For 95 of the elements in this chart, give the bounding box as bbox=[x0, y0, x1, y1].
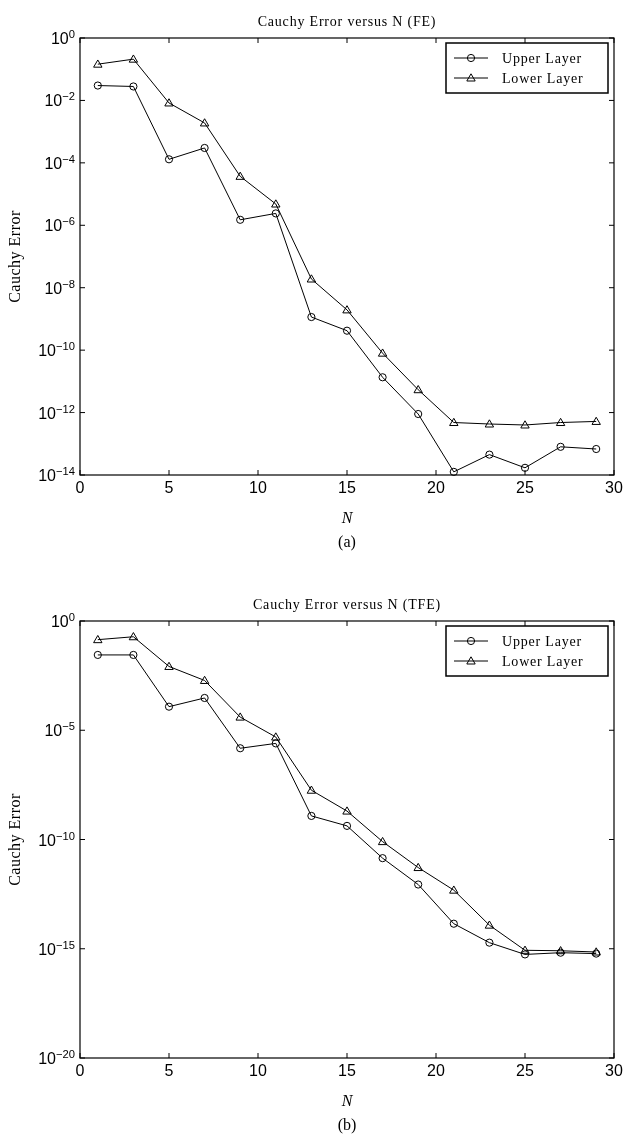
point bbox=[306, 274, 317, 283]
y-tick-label: 10$^{0}$ bbox=[50, 28, 75, 47]
x-tick-label: 25 bbox=[516, 1062, 534, 1079]
x-tick-label: 15 bbox=[338, 1062, 356, 1079]
point bbox=[377, 836, 388, 846]
point bbox=[236, 744, 245, 753]
y-tick-label: 10$^{−12}$ bbox=[38, 402, 75, 422]
x-tick-label: 25 bbox=[516, 479, 534, 496]
x-axis-title: N bbox=[340, 1092, 354, 1109]
point bbox=[200, 143, 209, 153]
point bbox=[449, 467, 458, 476]
point bbox=[414, 880, 423, 889]
y-tick-label: 10$^{−5}$ bbox=[44, 720, 75, 740]
point bbox=[271, 199, 281, 208]
y-tick-label: 10$^{0}$ bbox=[50, 611, 75, 630]
point bbox=[93, 81, 102, 90]
point bbox=[199, 118, 210, 127]
y-tick-label: 10$^{−4}$ bbox=[44, 152, 75, 172]
point bbox=[271, 739, 280, 748]
x-tick-label: 0 bbox=[75, 479, 85, 496]
point bbox=[128, 632, 139, 641]
chart-title: Cauchy Error versus N (TFE) bbox=[252, 597, 442, 613]
x-tick-label: 5 bbox=[164, 479, 174, 496]
point bbox=[520, 945, 530, 954]
y-tick-label: 10$^{−14}$ bbox=[38, 465, 75, 484]
y-axis-title: Cauchy Error bbox=[6, 793, 24, 886]
x-tick-label: 30 bbox=[605, 1062, 623, 1079]
x-tick-label: 10 bbox=[249, 1062, 267, 1079]
point bbox=[342, 305, 352, 314]
legend-label: Upper Layer bbox=[502, 51, 582, 66]
x-tick-label: 15 bbox=[338, 479, 356, 496]
point bbox=[342, 821, 352, 830]
y-tick-label: 10$^{−15}$ bbox=[38, 938, 75, 958]
x-tick-label: 30 bbox=[605, 479, 623, 496]
point bbox=[449, 919, 458, 928]
point bbox=[556, 442, 565, 451]
point bbox=[414, 409, 423, 419]
point bbox=[93, 650, 102, 660]
point bbox=[484, 920, 495, 929]
point bbox=[307, 312, 316, 322]
x-tick-label: 10 bbox=[249, 479, 267, 496]
text: (a) bbox=[338, 533, 356, 551]
point bbox=[342, 806, 352, 815]
point bbox=[129, 650, 138, 660]
point bbox=[164, 98, 174, 107]
x-tick-label: 0 bbox=[75, 1062, 85, 1079]
point bbox=[377, 348, 388, 357]
chart-title: Cauchy Error versus N (FE) bbox=[257, 14, 437, 30]
point bbox=[128, 54, 139, 63]
point bbox=[413, 862, 423, 872]
x-tick-label: 5 bbox=[164, 1062, 174, 1079]
point bbox=[378, 373, 387, 382]
y-tick-label: 10$^{−10}$ bbox=[38, 340, 75, 360]
point bbox=[164, 155, 174, 164]
point bbox=[449, 417, 459, 427]
y-tick-label: 10$^{−10}$ bbox=[38, 829, 75, 849]
point bbox=[129, 82, 138, 91]
point bbox=[93, 59, 103, 68]
text: (b) bbox=[337, 1116, 357, 1134]
point bbox=[164, 702, 174, 711]
point bbox=[485, 450, 494, 459]
point bbox=[271, 209, 280, 218]
point bbox=[199, 675, 210, 684]
point bbox=[449, 885, 459, 894]
point bbox=[271, 732, 281, 741]
point bbox=[235, 171, 245, 180]
point bbox=[591, 416, 601, 425]
point bbox=[93, 634, 103, 644]
point bbox=[378, 854, 387, 863]
x-axis-title: N bbox=[340, 509, 354, 526]
point bbox=[307, 811, 316, 821]
point bbox=[520, 950, 530, 959]
point bbox=[164, 661, 174, 670]
point bbox=[236, 215, 245, 224]
y-tick-label: 10$^{−6}$ bbox=[44, 215, 75, 235]
y-tick-label: 10$^{−20}$ bbox=[38, 1048, 75, 1067]
point bbox=[413, 385, 423, 394]
y-tick-label: 10$^{−8}$ bbox=[44, 277, 75, 297]
point bbox=[520, 463, 530, 472]
point bbox=[520, 420, 530, 429]
x-tick-label: 20 bbox=[427, 1062, 445, 1079]
point bbox=[306, 785, 317, 794]
y-tick-label: 10$^{−2}$ bbox=[44, 90, 75, 110]
point bbox=[592, 444, 601, 454]
point bbox=[200, 693, 209, 703]
legend-label: Lower Layer bbox=[502, 71, 584, 86]
legend-label: Lower Layer bbox=[502, 654, 584, 669]
legend-label: Upper Layer bbox=[502, 634, 582, 649]
point bbox=[235, 712, 245, 721]
point bbox=[342, 326, 352, 335]
point bbox=[485, 938, 494, 947]
point bbox=[484, 419, 495, 428]
y-axis-title: Cauchy Error bbox=[6, 210, 24, 303]
x-tick-label: 20 bbox=[427, 479, 445, 496]
point bbox=[555, 417, 566, 427]
